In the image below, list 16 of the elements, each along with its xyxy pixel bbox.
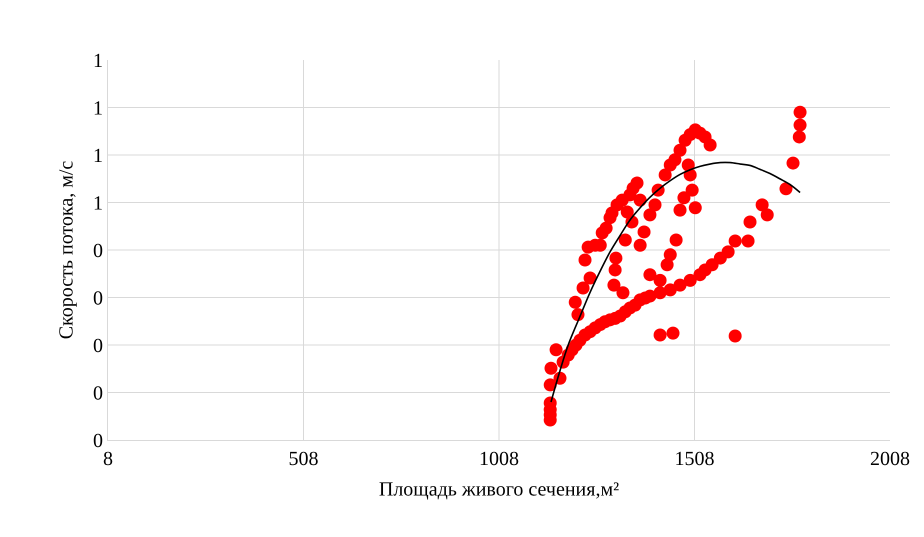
y-tick-label: 1 bbox=[93, 192, 103, 214]
y-tick-label: 0 bbox=[93, 335, 103, 357]
y-tick-label: 0 bbox=[93, 288, 103, 310]
x-axis-title: Площадь живого сечения,м² bbox=[378, 478, 620, 500]
y-tick-label: 0 bbox=[93, 382, 103, 404]
y-axis-title: Скорость потока, м/с bbox=[56, 160, 78, 340]
x-tick-label: 1008 bbox=[479, 448, 519, 470]
y-tick-label: 0 bbox=[93, 430, 103, 452]
x-tick-label: 2008 bbox=[870, 448, 910, 470]
x-tick-label: 1508 bbox=[674, 448, 714, 470]
x-tick-label: 8 bbox=[103, 448, 113, 470]
y-tick-label: 1 bbox=[93, 145, 103, 167]
y-tick-label: 0 bbox=[93, 240, 103, 262]
y-tick-label: 1 bbox=[93, 98, 103, 120]
y-tick-label: 1 bbox=[93, 50, 103, 72]
x-tick-label: 508 bbox=[288, 448, 318, 470]
